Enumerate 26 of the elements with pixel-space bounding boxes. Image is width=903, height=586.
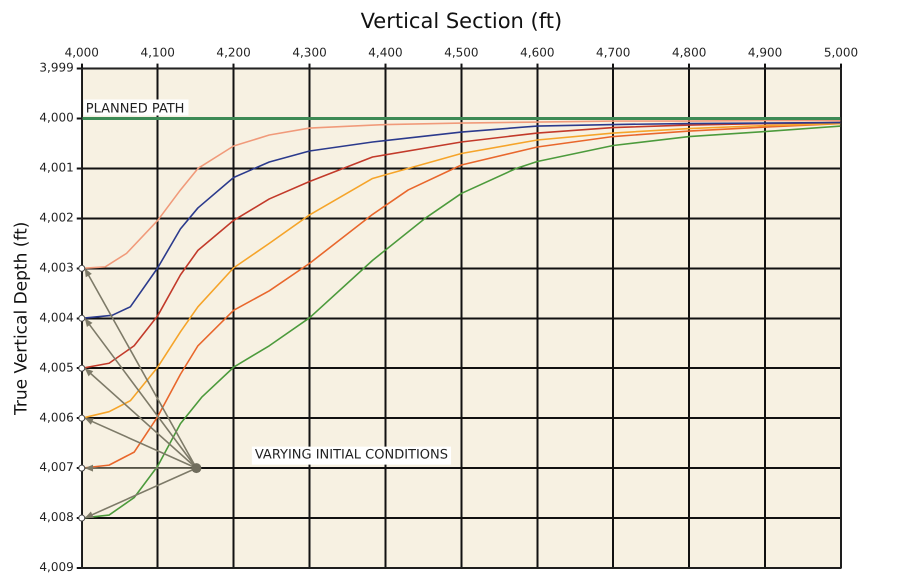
y-tick-label: 4,002 xyxy=(39,210,74,225)
x-tick-label: 4,500 xyxy=(444,46,479,60)
x-tick-label: 4,400 xyxy=(368,46,403,60)
y-tick-label: 4,008 xyxy=(39,510,74,524)
x-tick-label: 4,200 xyxy=(216,46,251,60)
y-tick-label: 4,004 xyxy=(39,310,74,324)
x-axis-title: Vertical Section (ft) xyxy=(360,9,562,34)
y-tick-label: 4,003 xyxy=(39,260,74,274)
x-tick-label: 4,000 xyxy=(64,46,99,60)
y-tick-label: 4,005 xyxy=(39,360,74,374)
y-tick-label: 4,001 xyxy=(39,160,74,175)
x-tick-label: 4,600 xyxy=(520,46,554,60)
x-tick-label: 5,000 xyxy=(824,46,858,60)
x-tick-label: 4,900 xyxy=(748,46,782,60)
y-tick-label: 3,999 xyxy=(39,60,74,75)
y-tick-label: 4,009 xyxy=(39,560,74,574)
x-tick-label: 4,700 xyxy=(596,46,630,60)
ref-line-label: PLANNED PATH xyxy=(86,101,184,116)
y-tick-label: 4,000 xyxy=(39,110,74,125)
annotation: VARYING INITIAL CONDITIONS xyxy=(254,448,448,463)
y-tick-label: 4,007 xyxy=(39,460,74,474)
y-axis-title: True Vertical Depth (ft) xyxy=(12,222,32,416)
y-tick-label: 4,006 xyxy=(39,410,74,424)
x-tick-label: 4,300 xyxy=(292,46,327,60)
x-tick-label: 4,100 xyxy=(140,46,175,60)
x-tick-label: 4,800 xyxy=(672,46,706,60)
